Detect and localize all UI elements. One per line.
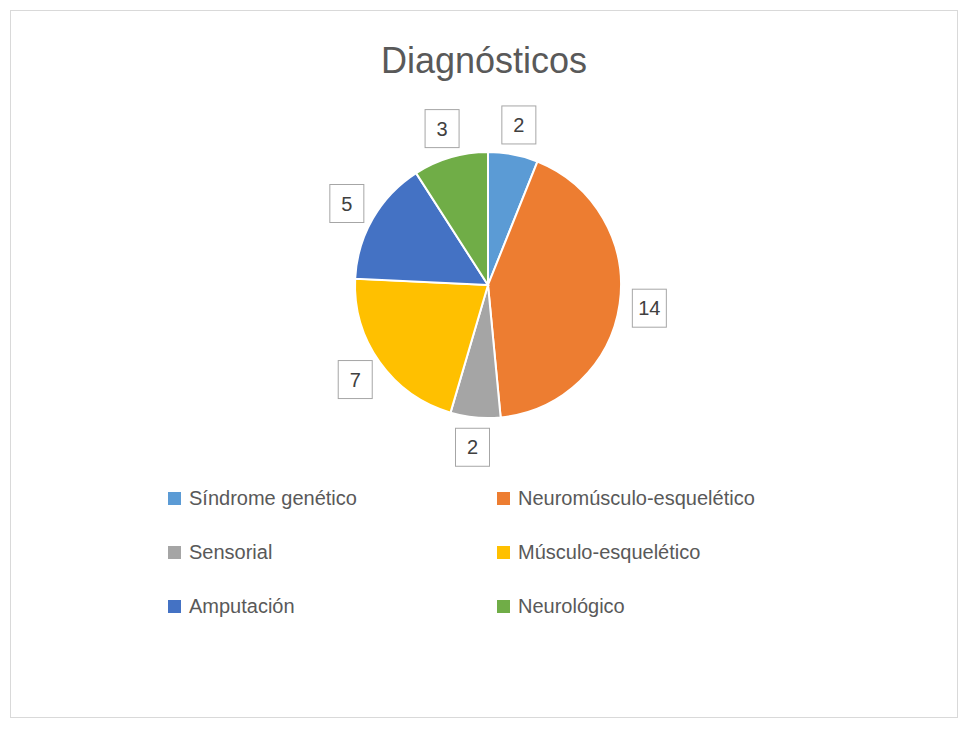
svg-text:7: 7	[350, 369, 361, 391]
svg-text:5: 5	[341, 193, 352, 215]
html-text:Diagnósticos: Diagnósticos	[380, 40, 587, 81]
svg-text:14: 14	[638, 297, 660, 319]
svg-text:2: 2	[467, 436, 478, 458]
html-text:Músculo-esquelético: Músculo-esquelético	[518, 541, 701, 563]
html-text:Síndrome genético: Síndrome genético	[189, 487, 357, 509]
svg-text:3: 3	[437, 118, 448, 140]
html-text:Neuromúsculo-esquelético: Neuromúsculo-esquelético	[518, 487, 755, 509]
html-text:Amputación: Amputación	[189, 595, 295, 617]
html-text:Sensorial: Sensorial	[189, 541, 273, 563]
html-text:Neurológico: Neurológico	[518, 595, 625, 617]
svg-text:2: 2	[513, 114, 524, 136]
